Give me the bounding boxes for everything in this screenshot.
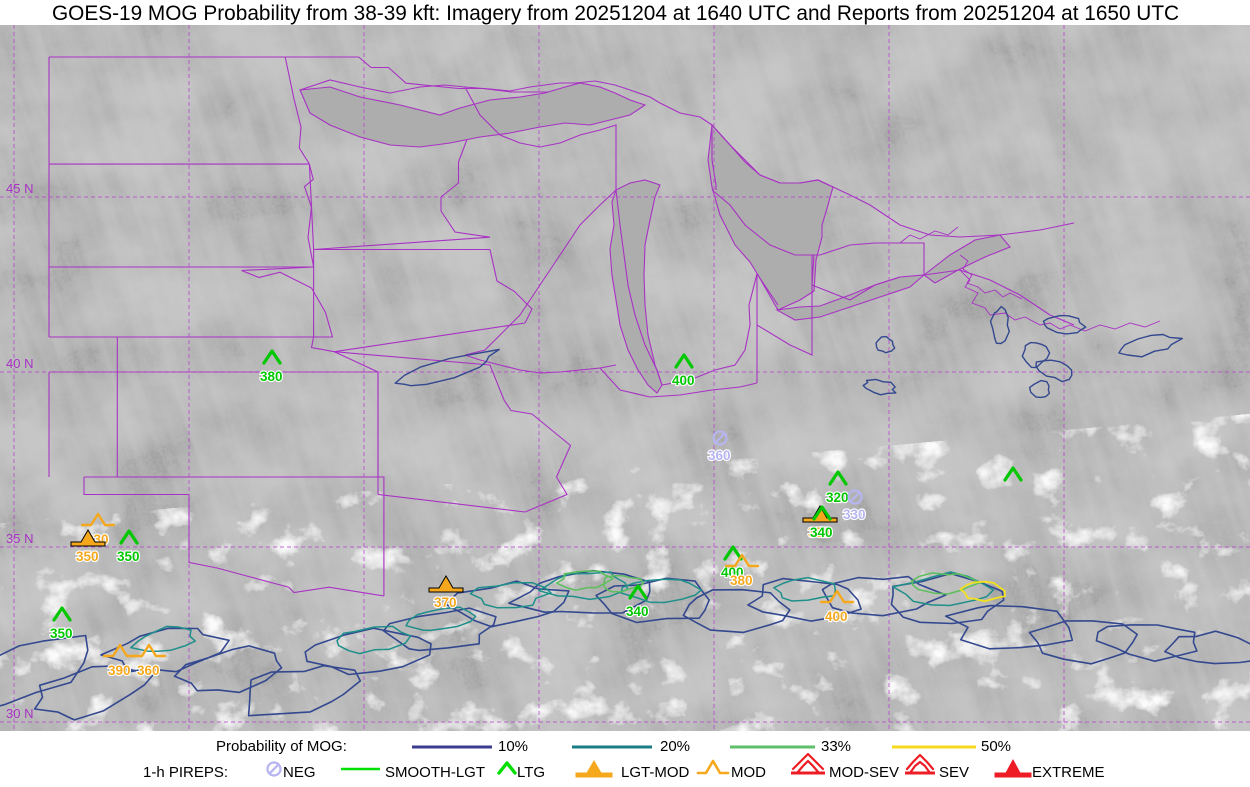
svg-text:360: 360 bbox=[708, 448, 731, 463]
svg-text:1-h PIREPS:: 1-h PIREPS: bbox=[143, 764, 228, 781]
svg-text:33%: 33% bbox=[821, 738, 851, 755]
svg-text:340: 340 bbox=[626, 604, 649, 619]
svg-text:LTG: LTG bbox=[517, 764, 545, 781]
svg-text:SEV: SEV bbox=[939, 764, 969, 781]
svg-text:350: 350 bbox=[50, 626, 73, 641]
svg-text:EXTREME: EXTREME bbox=[1032, 764, 1105, 781]
svg-text:35 N: 35 N bbox=[6, 531, 33, 546]
svg-text:Probability of MOG:: Probability of MOG: bbox=[216, 738, 347, 755]
svg-text:LGT-MOD: LGT-MOD bbox=[621, 764, 690, 781]
svg-text:400: 400 bbox=[672, 373, 695, 388]
svg-text:380: 380 bbox=[730, 573, 753, 588]
svg-text:30 N: 30 N bbox=[6, 706, 33, 721]
svg-text:10%: 10% bbox=[498, 738, 528, 755]
svg-text:NEG: NEG bbox=[283, 764, 316, 781]
svg-text:45 N: 45 N bbox=[6, 181, 33, 196]
svg-text:360: 360 bbox=[137, 663, 160, 678]
svg-text:390: 390 bbox=[108, 663, 131, 678]
svg-text:380: 380 bbox=[260, 369, 283, 384]
svg-text:50%: 50% bbox=[981, 738, 1011, 755]
svg-text:370: 370 bbox=[434, 595, 457, 610]
svg-text:350: 350 bbox=[117, 549, 140, 564]
svg-text:340: 340 bbox=[810, 525, 833, 540]
svg-text:20%: 20% bbox=[660, 738, 690, 755]
svg-text:MOD-SEV: MOD-SEV bbox=[829, 764, 899, 781]
svg-text:330: 330 bbox=[843, 507, 866, 522]
svg-text:400: 400 bbox=[825, 609, 848, 624]
svg-text:350: 350 bbox=[76, 549, 99, 564]
svg-text:SMOOTH-LGT: SMOOTH-LGT bbox=[385, 764, 485, 781]
svg-text:40 N: 40 N bbox=[6, 356, 33, 371]
svg-text:320: 320 bbox=[826, 490, 849, 505]
svg-text:MOD: MOD bbox=[731, 764, 766, 781]
